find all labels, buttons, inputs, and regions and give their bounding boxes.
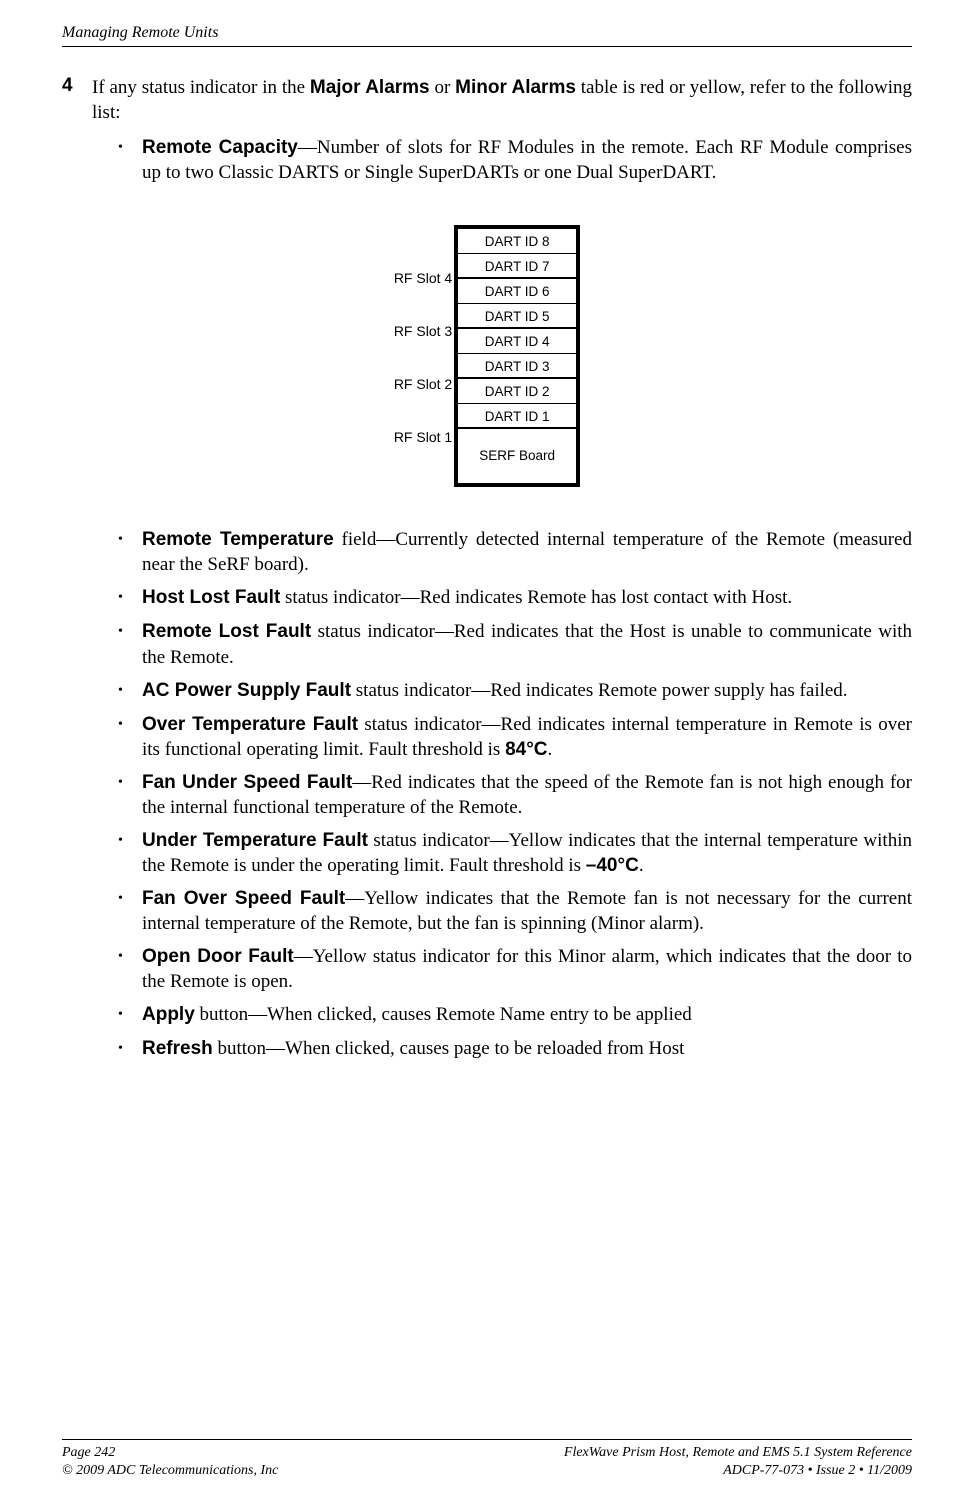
bullet-remote-capacity: • Remote Capacity—Number of slots for RF… [118, 135, 912, 185]
bullet-text: Open Door Fault—Yellow status indicator … [142, 944, 912, 994]
step-pre: If any status indicator in the [92, 77, 310, 98]
slot-diagram: RF Slot 4 RF Slot 3 RF Slot 2 RF Slot 1 … [62, 225, 912, 487]
step-bold2: Minor Alarms [455, 77, 576, 98]
bullet-remote-lost-fault: • Remote Lost Fault status indicator—Red… [118, 619, 912, 669]
bullet-text: Remote Capacity—Number of slots for RF M… [142, 135, 912, 185]
bullet-fan-under-speed: • Fan Under Speed Fault—Red indicates th… [118, 770, 912, 820]
dart-id-6: DART ID 6 [458, 279, 576, 304]
dart-id-2: DART ID 2 [458, 379, 576, 404]
bullet-bold: Host Lost Fault [142, 587, 280, 608]
step-number: 4 [62, 75, 92, 97]
bullet-bold: Fan Under Speed Fault [142, 772, 352, 793]
rf-slot-2-label: RF Slot 2 [394, 376, 452, 392]
bullet-text: Host Lost Fault status indicator—Red ind… [142, 585, 912, 610]
dart-id-5: DART ID 5 [458, 304, 576, 329]
dart-id-4: DART ID 4 [458, 329, 576, 354]
bullet-bold: Open Door Fault [142, 946, 294, 967]
bullet-bold: Remote Temperature [142, 529, 334, 550]
bullet-text: Under Temperature Fault status indicator… [142, 828, 912, 878]
bullet-open-door-fault: • Open Door Fault—Yellow status indicato… [118, 944, 912, 994]
bullet-text: Over Temperature Fault status indicator—… [142, 712, 912, 762]
slot-labels: RF Slot 4 RF Slot 3 RF Slot 2 RF Slot 1 [394, 225, 454, 464]
dart-id-8: DART ID 8 [458, 229, 576, 254]
bullet-dot-icon: • [118, 712, 142, 738]
bullet-remote-temperature: • Remote Temperature field—Currently det… [118, 527, 912, 577]
bullet-dot-icon: • [118, 678, 142, 704]
bullet-text: Fan Over Speed Fault—Yellow indicates th… [142, 886, 912, 936]
bullet-bold: Refresh [142, 1038, 213, 1059]
bullet-bold: Remote Lost Fault [142, 621, 311, 642]
bullet-dot-icon: • [118, 527, 142, 553]
bullet-dot-icon: • [118, 944, 142, 970]
dart-id-3: DART ID 3 [458, 354, 576, 379]
page-header: Managing Remote Units [62, 24, 912, 47]
bullet-bold2: 84°C [505, 739, 547, 760]
bullet-fan-over-speed: • Fan Over Speed Fault—Yellow indicates … [118, 886, 912, 936]
bullet-dot-icon: • [118, 1036, 142, 1062]
bullet-dot-icon: • [118, 619, 142, 645]
bullet-ac-power-fault: • AC Power Supply Fault status indicator… [118, 678, 912, 704]
bullet-apply: • Apply button—When clicked, causes Remo… [118, 1002, 912, 1028]
bullet-rest: button—When clicked, causes Remote Name … [195, 1004, 692, 1025]
bullet-rest: status indicator—Red indicates Remote ha… [280, 587, 792, 608]
footer-doc-id: ADCP-77-073 • Issue 2 • 11/2009 [723, 1462, 912, 1480]
footer-doc-title: FlexWave Prism Host, Remote and EMS 5.1 … [564, 1444, 912, 1462]
bullet-text: Fan Under Speed Fault—Red indicates that… [142, 770, 912, 820]
bullet-text: Refresh button—When clicked, causes page… [142, 1036, 912, 1061]
bullet-text: Apply button—When clicked, causes Remote… [142, 1002, 912, 1027]
bullet-bold: Apply [142, 1004, 195, 1025]
bullet-dot-icon: • [118, 770, 142, 796]
bullet-text: AC Power Supply Fault status indicator—R… [142, 678, 912, 703]
bullet-bold: Fan Over Speed Fault [142, 888, 345, 909]
bullet-dot-icon: • [118, 886, 142, 912]
dart-id-1: DART ID 1 [458, 404, 576, 429]
serf-board: SERF Board [458, 429, 576, 483]
bullet-bold: Remote Capacity [142, 137, 298, 158]
rf-slot-3-label: RF Slot 3 [394, 323, 452, 339]
step-bold1: Major Alarms [310, 77, 430, 98]
bullet-dot-icon: • [118, 828, 142, 854]
bullet-text: Remote Temperature field—Currently detec… [142, 527, 912, 577]
rf-slot-1-label: RF Slot 1 [394, 429, 452, 445]
step-4: 4 If any status indicator in the Major A… [62, 75, 912, 125]
bullet-bold: AC Power Supply Fault [142, 680, 351, 701]
page-footer: Page 242 FlexWave Prism Host, Remote and… [62, 1439, 912, 1480]
bullet-host-lost-fault: • Host Lost Fault status indicator—Red i… [118, 585, 912, 611]
step-text: If any status indicator in the Major Ala… [92, 75, 912, 125]
bullet-rest-post: . [639, 855, 644, 876]
dart-id-7: DART ID 7 [458, 254, 576, 279]
bullet-dot-icon: • [118, 135, 142, 161]
bullet-over-temp-fault: • Over Temperature Fault status indicato… [118, 712, 912, 762]
step-mid1: or [430, 77, 456, 98]
slot-spacer [394, 225, 452, 252]
bullet-rest-post: . [548, 739, 553, 760]
bullet-bold2: –40°C [586, 855, 639, 876]
bullet-refresh: • Refresh button—When clicked, causes pa… [118, 1036, 912, 1062]
bullet-rest: status indicator—Red indicates Remote po… [351, 680, 848, 701]
bullet-dot-icon: • [118, 1002, 142, 1028]
bullet-dot-icon: • [118, 585, 142, 611]
dart-box: DART ID 8 DART ID 7 DART ID 6 DART ID 5 … [454, 225, 580, 487]
bullet-bold: Under Temperature Fault [142, 830, 368, 851]
bullet-bold: Over Temperature Fault [142, 714, 358, 735]
footer-copyright: © 2009 ADC Telecommunications, Inc [62, 1462, 278, 1480]
bullet-text: Remote Lost Fault status indicator—Red i… [142, 619, 912, 669]
footer-page-num: Page 242 [62, 1444, 115, 1462]
bullet-rest: button—When clicked, causes page to be r… [213, 1038, 685, 1059]
rf-slot-4-label: RF Slot 4 [394, 270, 452, 286]
bullet-under-temp-fault: • Under Temperature Fault status indicat… [118, 828, 912, 878]
